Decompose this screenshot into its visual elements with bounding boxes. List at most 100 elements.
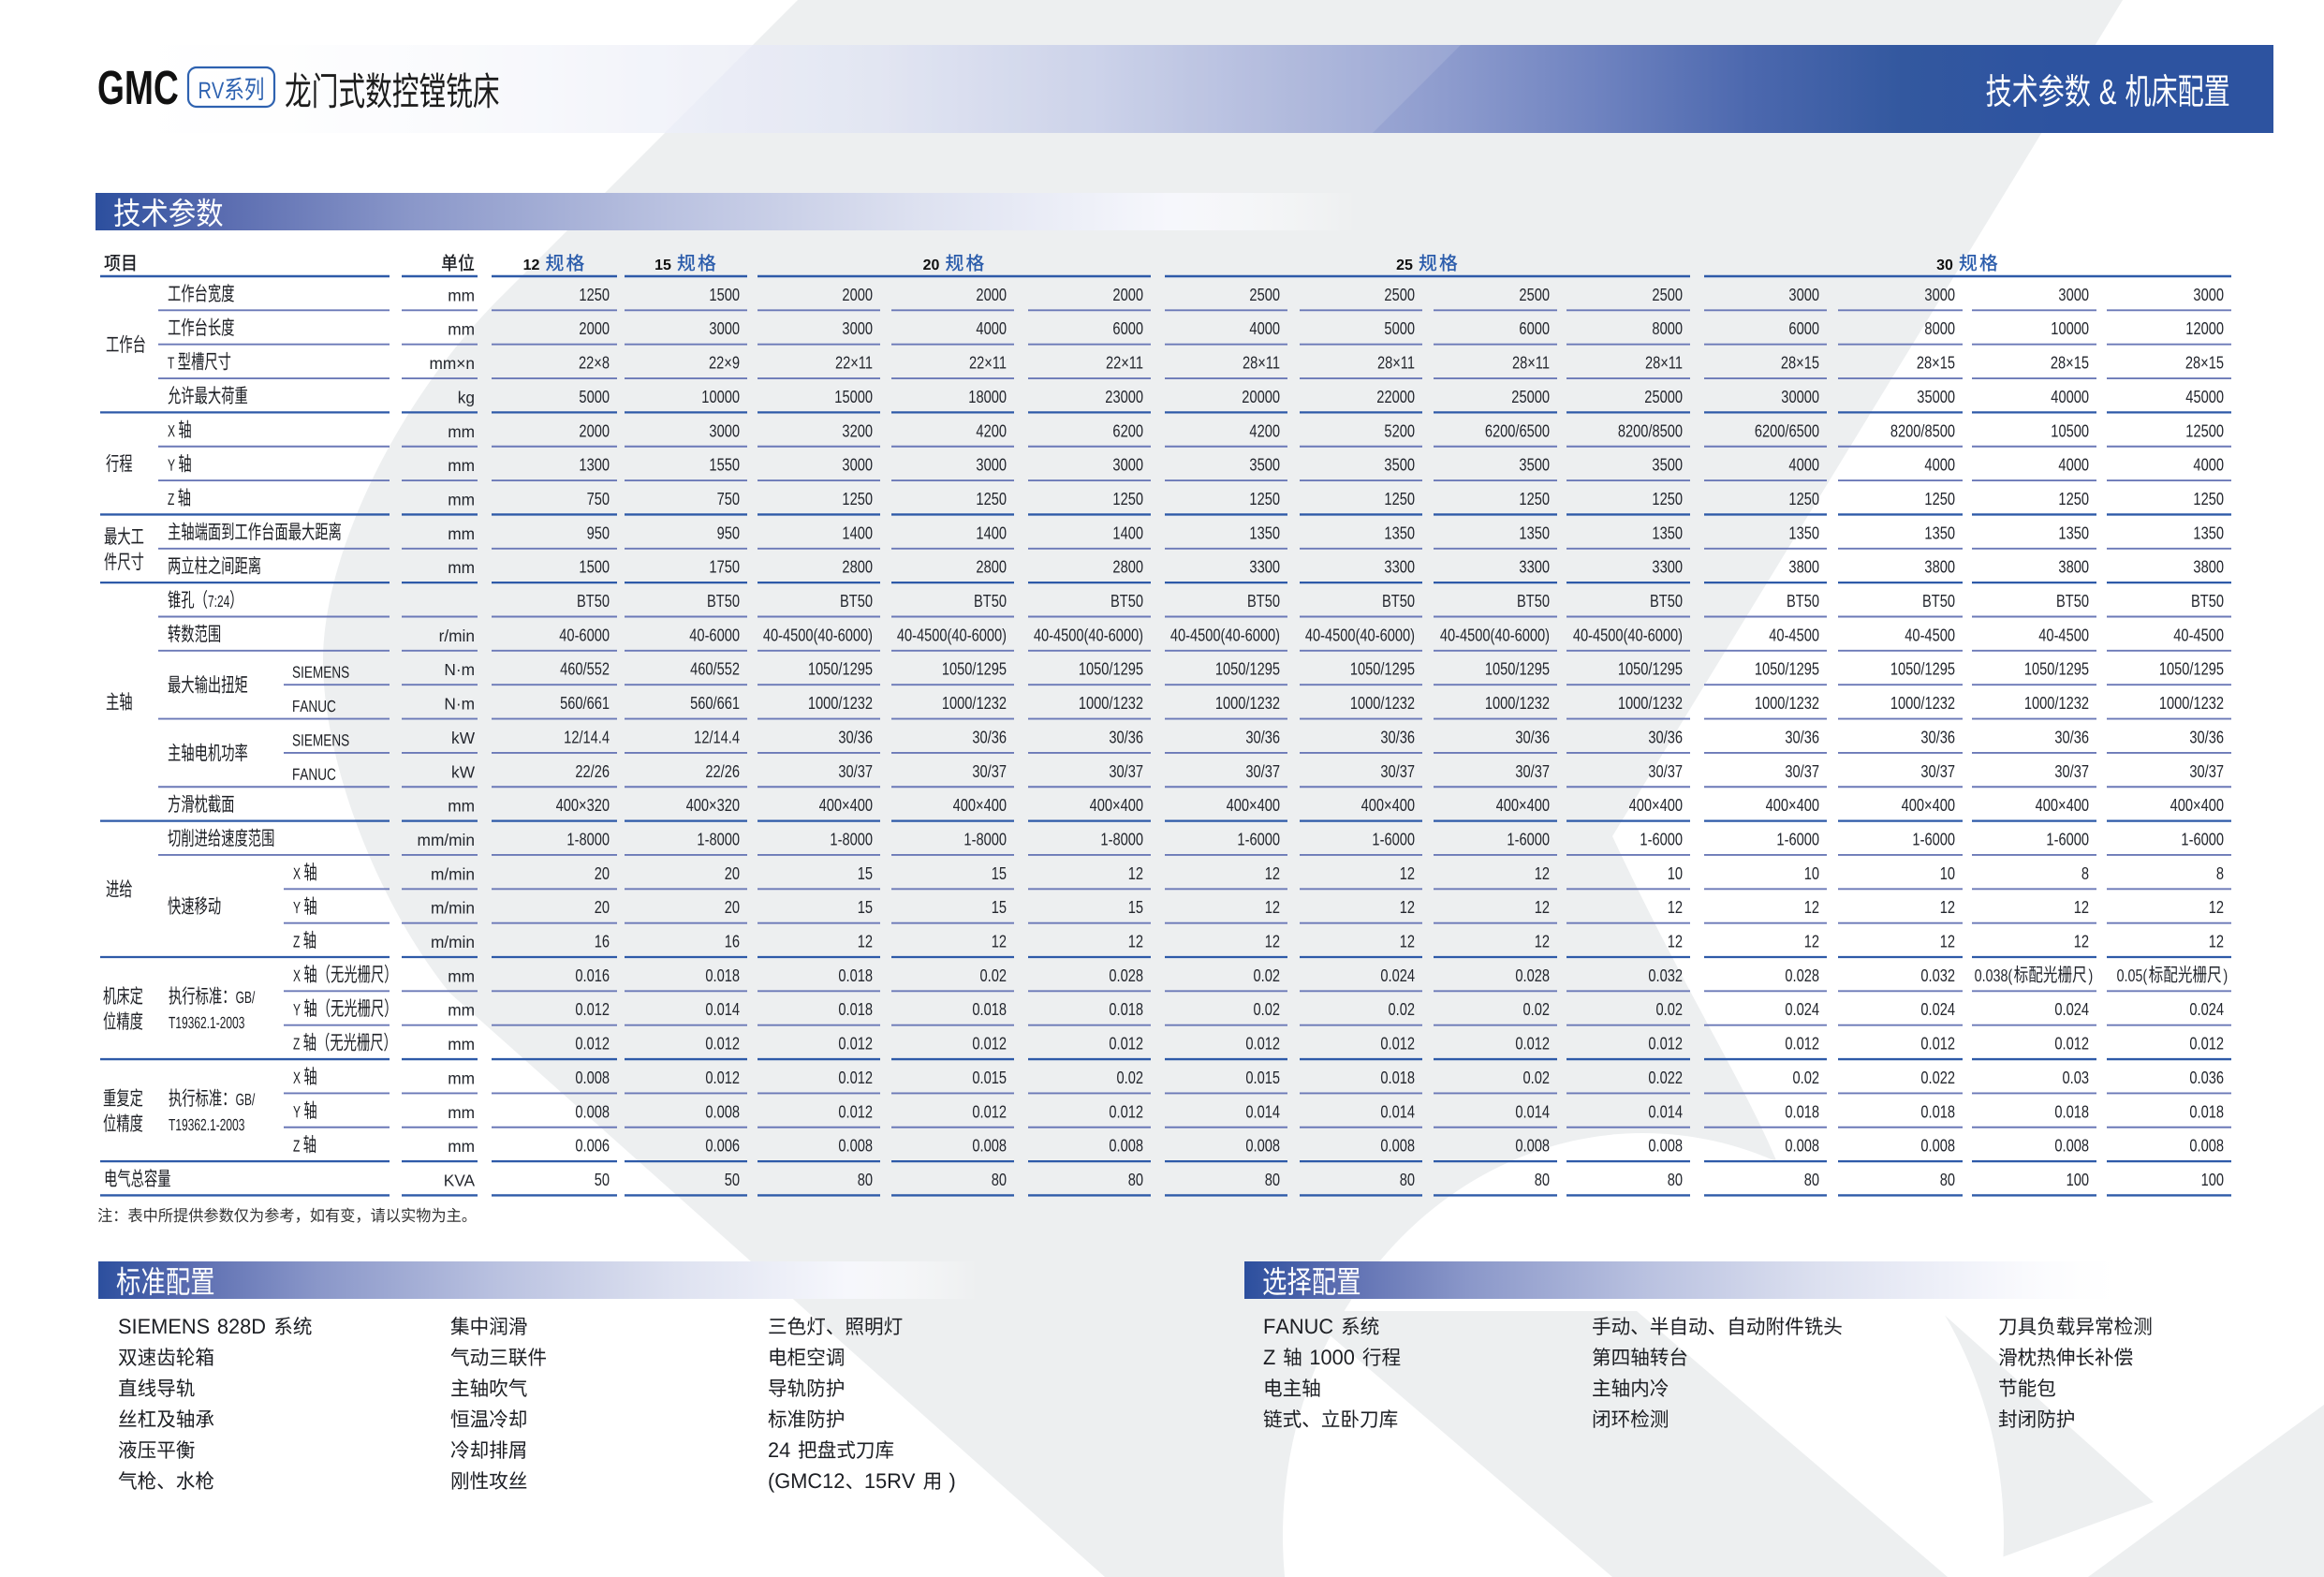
svg-text:12: 12 — [1804, 898, 1819, 918]
svg-text:0.012: 0.012 — [838, 1034, 873, 1054]
svg-text:80: 80 — [1668, 1170, 1683, 1189]
svg-text:30/36: 30/36 — [1648, 728, 1683, 747]
svg-text:12: 12 — [1668, 898, 1683, 918]
svg-text:30/37: 30/37 — [972, 761, 1007, 781]
svg-text:1250: 1250 — [2058, 489, 2089, 508]
svg-text:0.008: 0.008 — [1109, 1136, 1143, 1156]
svg-text:0.014: 0.014 — [705, 1000, 740, 1020]
svg-text:20: 20 — [725, 863, 740, 883]
svg-text:12: 12 — [1400, 932, 1415, 951]
svg-text:30/36: 30/36 — [1785, 728, 1819, 747]
svg-text:400×400: 400×400 — [1766, 796, 1819, 816]
svg-text:1250: 1250 — [1112, 489, 1143, 508]
svg-text:0.012: 0.012 — [1920, 1034, 1955, 1054]
svg-text:BT50: BT50 — [1247, 591, 1280, 611]
svg-text:12: 12 — [1128, 863, 1143, 883]
svg-text:0.012: 0.012 — [838, 1102, 873, 1122]
svg-text:5200: 5200 — [1384, 421, 1415, 441]
svg-text:0.02: 0.02 — [1656, 1000, 1683, 1020]
svg-text:0.032: 0.032 — [1920, 965, 1955, 985]
svg-text:400×400: 400×400 — [2036, 796, 2089, 816]
svg-text:m/min: m/min — [431, 899, 475, 918]
svg-text:BT50: BT50 — [707, 591, 740, 611]
svg-text:1000/1232: 1000/1232 — [2159, 693, 2224, 713]
svg-text:1000/1232: 1000/1232 — [1079, 693, 1143, 713]
svg-text:1050/1295: 1050/1295 — [1755, 659, 1819, 679]
svg-text:10: 10 — [1668, 863, 1683, 883]
svg-text:3200: 3200 — [842, 421, 873, 441]
svg-text:22×8: 22×8 — [579, 353, 610, 373]
svg-text:12: 12 — [1265, 898, 1280, 918]
svg-text:80: 80 — [858, 1170, 873, 1189]
svg-text:BT50: BT50 — [974, 591, 1007, 611]
svg-text:10500: 10500 — [2051, 421, 2089, 441]
svg-text:mm: mm — [448, 490, 475, 508]
svg-text:BT50: BT50 — [577, 591, 610, 611]
svg-text:30/36: 30/36 — [1515, 728, 1550, 747]
svg-text:0.006: 0.006 — [575, 1136, 610, 1156]
svg-text:1350: 1350 — [1788, 523, 1819, 543]
svg-text:23000: 23000 — [1105, 387, 1143, 406]
svg-text:12: 12 — [1535, 898, 1550, 918]
svg-text:0.02: 0.02 — [980, 965, 1007, 985]
svg-text:6200/6500: 6200/6500 — [1485, 421, 1550, 441]
svg-text:40-4500(40-6000): 40-4500(40-6000) — [1305, 626, 1415, 645]
svg-text:0.012: 0.012 — [1515, 1034, 1550, 1054]
svg-text:6200/6500: 6200/6500 — [1755, 421, 1819, 441]
svg-text:460/552: 460/552 — [560, 659, 610, 679]
svg-text:1400: 1400 — [1112, 523, 1143, 543]
svg-text:15: 15 — [858, 898, 873, 918]
svg-text:0.022: 0.022 — [1648, 1068, 1683, 1087]
svg-text:0.014: 0.014 — [1380, 1102, 1415, 1122]
svg-text:0.024: 0.024 — [2054, 1000, 2089, 1020]
svg-text:0.015: 0.015 — [972, 1068, 1007, 1087]
svg-text:22/26: 22/26 — [575, 761, 610, 781]
svg-text:0.028: 0.028 — [1109, 965, 1143, 985]
svg-text:0.018: 0.018 — [1109, 1000, 1143, 1020]
svg-text:0.012: 0.012 — [1380, 1034, 1415, 1054]
svg-text:1050/1295: 1050/1295 — [1079, 659, 1143, 679]
svg-text:mm: mm — [448, 1001, 475, 1020]
svg-text:0.012: 0.012 — [705, 1068, 740, 1087]
svg-text:25000: 25000 — [1511, 387, 1550, 406]
svg-text:8000: 8000 — [1652, 319, 1683, 339]
svg-text:kg: kg — [458, 388, 475, 406]
svg-text:12: 12 — [2074, 932, 2089, 951]
svg-text:12: 12 — [2074, 898, 2089, 918]
svg-text:40-4500(40-6000): 40-4500(40-6000) — [763, 626, 873, 645]
svg-text:0.008: 0.008 — [1648, 1136, 1683, 1156]
svg-text:30/37: 30/37 — [1920, 761, 1955, 781]
svg-text:8: 8 — [2081, 863, 2089, 883]
svg-text:0.016: 0.016 — [575, 965, 610, 985]
svg-text:0.014: 0.014 — [1245, 1102, 1280, 1122]
svg-text:3800: 3800 — [2193, 557, 2224, 577]
svg-text:2000: 2000 — [1112, 285, 1143, 304]
svg-text:18000: 18000 — [968, 387, 1007, 406]
svg-text:30/36: 30/36 — [2054, 728, 2089, 747]
svg-text:6000: 6000 — [1112, 319, 1143, 339]
svg-text:12: 12 — [1940, 898, 1955, 918]
svg-text:1250: 1250 — [976, 489, 1007, 508]
svg-text:12: 12 — [1535, 863, 1550, 883]
svg-text:12: 12 — [992, 932, 1007, 951]
svg-text:1000/1232: 1000/1232 — [2024, 693, 2089, 713]
svg-text:4000: 4000 — [1788, 455, 1819, 475]
svg-text:400×400: 400×400 — [1090, 796, 1143, 816]
svg-text:1350: 1350 — [1652, 523, 1683, 543]
svg-text:N·m: N·m — [444, 695, 475, 714]
svg-text:750: 750 — [587, 489, 610, 508]
svg-text:1000/1232: 1000/1232 — [1215, 693, 1280, 713]
svg-text:50: 50 — [725, 1170, 740, 1189]
svg-text:mm: mm — [448, 558, 475, 577]
svg-text:m/min: m/min — [431, 864, 475, 883]
svg-text:3000: 3000 — [1112, 455, 1143, 475]
svg-text:12/14.4: 12/14.4 — [564, 728, 610, 747]
svg-text:10: 10 — [1804, 863, 1819, 883]
svg-text:30/37: 30/37 — [1380, 761, 1415, 781]
svg-text:3300: 3300 — [1652, 557, 1683, 577]
svg-text:BT50: BT50 — [1382, 591, 1415, 611]
svg-text:12000: 12000 — [2185, 319, 2224, 339]
svg-text:15000: 15000 — [834, 387, 873, 406]
svg-text:4000: 4000 — [1924, 455, 1955, 475]
svg-text:3000: 3000 — [709, 421, 740, 441]
